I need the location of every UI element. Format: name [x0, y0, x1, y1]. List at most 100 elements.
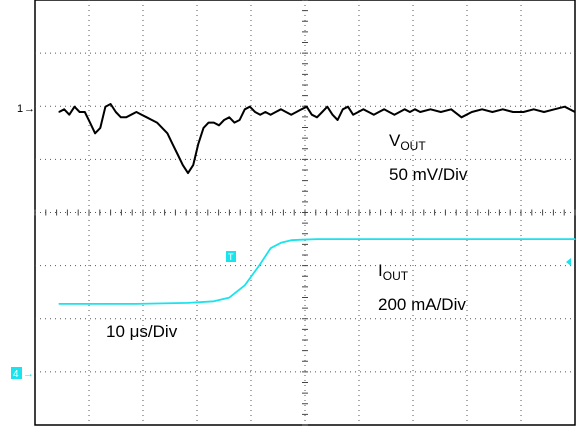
- trace-point-vout: [130, 114, 132, 116]
- trace-point-vout: [84, 111, 86, 113]
- trace-point-vout: [429, 108, 432, 110]
- trace-point-vout: [337, 119, 339, 121]
- trace-point-iout: [522, 238, 525, 240]
- trace-point-vout: [110, 103, 112, 105]
- trace-point-vout: [94, 132, 96, 134]
- trace-point-iout: [161, 302, 163, 304]
- trace-point-vout: [68, 114, 70, 116]
- trace-point-iout: [270, 247, 272, 249]
- trace-point-vout: [404, 108, 406, 110]
- iout-scale-label: 200 mA/Div: [378, 295, 466, 314]
- trace-point-iout: [187, 302, 189, 304]
- trace-point-vout: [460, 116, 463, 118]
- trace-point-vout: [481, 108, 483, 110]
- trace-point-vout: [115, 111, 117, 113]
- trace-point-vout: [311, 114, 313, 116]
- trace-point-vout: [202, 127, 205, 129]
- trace-point-vout: [259, 114, 261, 116]
- trace-point-iout: [58, 303, 60, 305]
- trace-point-vout: [316, 116, 318, 118]
- vout-label: VOUT: [389, 131, 426, 153]
- trace-point-vout: [574, 111, 576, 113]
- trace-point-vout: [156, 122, 158, 124]
- trace-point-iout: [280, 242, 282, 244]
- trace-point-vout: [553, 108, 556, 110]
- trace-point-vout: [264, 111, 266, 113]
- trace-point-vout: [99, 127, 101, 129]
- vout-scale-label: 50 mV/Div: [389, 165, 468, 184]
- trace-point-vout: [357, 111, 359, 113]
- trace-point-vout: [306, 106, 308, 108]
- trace-point-vout: [125, 116, 127, 118]
- trace-point-iout: [300, 239, 303, 241]
- iout-label: IOUT: [378, 261, 409, 283]
- trace-point-vout: [378, 111, 380, 113]
- trace-point-vout: [362, 108, 364, 110]
- trace-point-vout: [89, 122, 91, 124]
- ch1-marker-label: 1: [17, 103, 23, 115]
- trace-point-vout: [233, 122, 235, 124]
- trace-point-vout: [512, 111, 514, 113]
- trace-point-vout: [347, 106, 349, 108]
- trace-point-vout: [352, 114, 354, 116]
- trace-point-vout: [141, 114, 143, 116]
- trace-point-vout: [197, 143, 199, 145]
- trace-point-vout: [290, 114, 292, 116]
- trace-point-iout: [419, 238, 421, 240]
- trace-point-vout: [151, 119, 153, 121]
- trace-point-vout: [414, 108, 416, 110]
- trace-point-vout: [171, 143, 174, 145]
- trace-point-vout: [409, 111, 411, 113]
- traces: [58, 103, 576, 305]
- trace-point-iout: [574, 238, 576, 240]
- trace-point-iout: [228, 297, 230, 299]
- ch1-arrow-icon: →: [24, 103, 35, 115]
- trace-point-vout: [471, 111, 473, 113]
- trace-point-vout: [192, 164, 194, 166]
- trace-point-vout: [104, 106, 106, 108]
- trace-point-vout: [244, 108, 246, 110]
- timebase-label: 10 μs/Div: [106, 322, 178, 341]
- trace-point-vout: [450, 108, 452, 110]
- trace-point-vout: [388, 111, 390, 113]
- trace-point-iout: [290, 239, 292, 241]
- trace-point-vout: [502, 108, 504, 110]
- trace-point-vout: [270, 114, 272, 116]
- trace-point-vout: [187, 172, 189, 174]
- ch4-marker-label: 4: [13, 369, 19, 380]
- trace-point-vout: [79, 111, 81, 113]
- trace-point-vout: [543, 111, 545, 113]
- trace-point-vout: [373, 114, 375, 116]
- ch4-marker-box: [11, 367, 22, 379]
- trace-point-vout: [440, 111, 442, 113]
- trace-point-vout: [58, 111, 60, 113]
- center-ticks: [34, 0, 576, 426]
- trace-point-iout: [135, 303, 137, 305]
- trace-point-vout: [63, 108, 65, 110]
- trace-point-iout: [316, 238, 318, 240]
- trace-point-iout: [213, 300, 215, 302]
- trigger-marker-box: [226, 251, 236, 262]
- trace-point-vout: [135, 111, 137, 113]
- trigger-marker-label: T: [228, 252, 234, 262]
- trace-point-iout: [368, 238, 370, 240]
- trace-point-vout: [275, 111, 277, 113]
- trace-point-vout: [331, 114, 334, 116]
- trace-point-vout: [223, 119, 225, 121]
- trace-point-vout: [161, 127, 163, 129]
- trace-point-vout: [120, 116, 122, 118]
- trace-point-vout: [300, 108, 303, 110]
- trace-iout: [58, 238, 576, 305]
- trace-point-vout: [249, 106, 251, 108]
- trace-point-vout: [213, 122, 215, 124]
- trace-point-vout: [393, 114, 395, 116]
- ch4-arrow-icon: →: [23, 368, 34, 380]
- trace-point-vout: [239, 119, 241, 121]
- trace-point-vout: [285, 111, 287, 113]
- trace-vout: [58, 103, 576, 175]
- trace-point-vout: [295, 111, 297, 113]
- trigger-level-arrow-icon: [566, 258, 571, 266]
- trace-point-vout: [73, 106, 76, 108]
